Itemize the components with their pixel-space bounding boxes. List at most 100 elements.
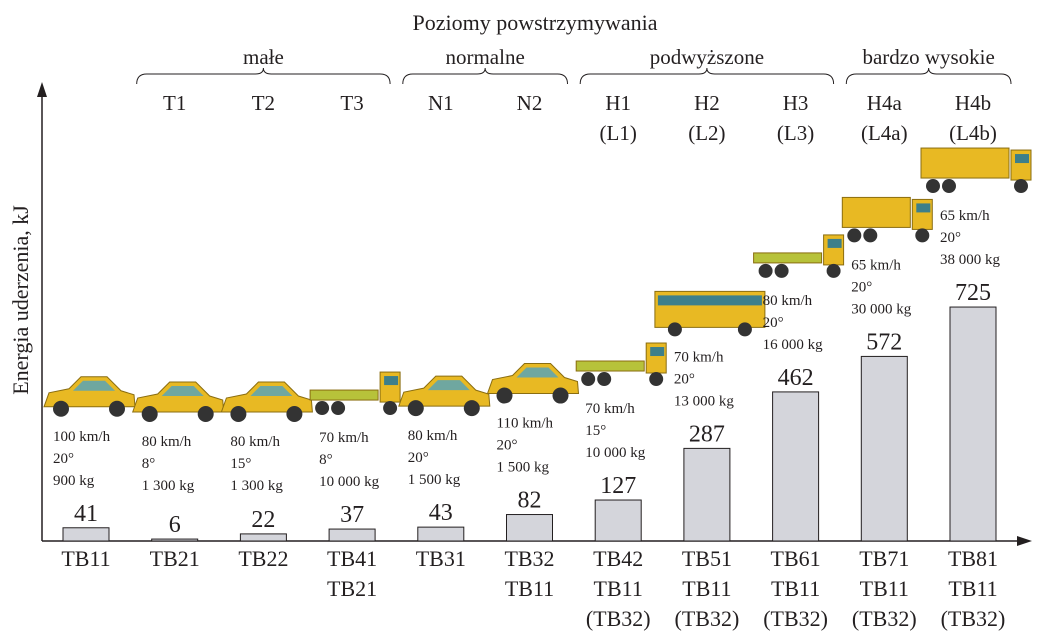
condition-label: 1 500 kg — [408, 472, 461, 488]
x-tick-label: TB11 — [505, 576, 554, 601]
condition-label: 80 km/h — [763, 293, 813, 309]
class-label: (L3) — [777, 121, 814, 145]
value-label: 37 — [340, 502, 364, 528]
condition-label: 20° — [53, 451, 74, 467]
bar — [684, 448, 730, 541]
x-tick-label: TB11 — [682, 576, 731, 601]
class-label: H2 — [694, 91, 720, 115]
condition-label: 13 000 kg — [674, 393, 735, 409]
value-label: 41 — [74, 501, 98, 527]
vehicle-illustration — [754, 235, 844, 278]
vehicle-wheel — [497, 388, 513, 404]
vehicle-window — [658, 295, 762, 305]
x-tick-label: (TB32) — [586, 606, 651, 631]
vehicle-illustration — [921, 148, 1031, 193]
vehicle-wheel — [847, 228, 861, 242]
value-label: 43 — [429, 500, 453, 526]
vehicle-wheel — [383, 401, 397, 415]
condition-label: 15° — [230, 456, 251, 472]
x-tick-label: TB11 — [860, 576, 909, 601]
condition-label: 10 000 kg — [585, 445, 646, 461]
condition-label: 100 km/h — [53, 429, 111, 445]
condition-label: 70 km/h — [674, 349, 724, 365]
condition-label: 10 000 kg — [319, 474, 380, 490]
condition-label: 20° — [674, 371, 695, 387]
level-label: podwyższone — [650, 45, 764, 69]
x-tick-label: TB61 — [771, 546, 821, 571]
vehicle-wheel — [915, 228, 929, 242]
x-tick-label: (TB32) — [941, 606, 1006, 631]
vehicle-wheel — [926, 179, 940, 193]
condition-label: 1 300 kg — [142, 478, 195, 494]
value-label: 725 — [955, 280, 991, 306]
vehicle-wheel — [668, 322, 682, 336]
class-label: T3 — [340, 91, 363, 115]
class-label: H4b — [955, 91, 991, 115]
condition-label: 80 km/h — [408, 428, 458, 444]
y-axis-label: Energia uderzenia, kJ — [8, 205, 33, 395]
y-axis-arrow — [37, 82, 47, 97]
x-tick-label: TB22 — [238, 546, 288, 571]
value-label: 22 — [251, 507, 275, 533]
bar — [240, 534, 286, 541]
condition-label: 8° — [142, 456, 156, 472]
class-label: N2 — [517, 91, 543, 115]
x-tick-label: TB81 — [948, 546, 998, 571]
class-label: T1 — [163, 91, 186, 115]
class-label: H3 — [783, 91, 809, 115]
vehicle-wheel — [649, 372, 663, 386]
x-tick-label: TB71 — [859, 546, 909, 571]
vehicle-wheel — [597, 372, 611, 386]
vehicle-illustration — [399, 376, 490, 416]
condition-label: 110 km/h — [497, 416, 554, 432]
class-label: (L2) — [688, 121, 725, 145]
vehicle-wheel — [775, 264, 789, 278]
class-label: (L4a) — [861, 121, 908, 145]
vehicle-illustration — [488, 364, 579, 404]
vehicle-load — [842, 197, 910, 227]
condition-label: 20° — [851, 279, 872, 295]
condition-label: 20° — [763, 315, 784, 331]
x-tick-label: (TB32) — [763, 606, 828, 631]
vehicle-wheel — [109, 401, 125, 417]
bar — [63, 528, 109, 541]
bar — [418, 527, 464, 541]
vehicle-wheel — [581, 372, 595, 386]
vehicle-window — [1015, 154, 1029, 163]
vehicle-wheel — [230, 406, 246, 422]
bar — [773, 392, 819, 541]
x-tick-label: TB51 — [682, 546, 732, 571]
class-label: H1 — [605, 91, 631, 115]
x-tick-label: TB21 — [327, 576, 377, 601]
condition-label: 70 km/h — [319, 430, 369, 446]
condition-label: 8° — [319, 452, 333, 468]
vehicle-wheel — [827, 264, 841, 278]
condition-label: 65 km/h — [940, 208, 990, 224]
value-label: 6 — [169, 512, 181, 538]
vehicle-wheel — [315, 401, 329, 415]
vehicle-wheel — [759, 264, 773, 278]
condition-label: 1 300 kg — [230, 478, 283, 494]
bar — [329, 529, 375, 541]
value-label: 462 — [778, 365, 814, 391]
vehicle-wheel — [53, 401, 69, 417]
vehicle-window — [916, 203, 930, 212]
vehicle-illustration — [576, 343, 666, 386]
class-label: (L4b) — [949, 121, 997, 145]
value-label: 287 — [689, 421, 725, 447]
vehicle-load — [921, 148, 1009, 178]
x-tick-label: (TB32) — [852, 606, 917, 631]
x-tick-label: TB41 — [327, 546, 377, 571]
vehicle-illustration — [842, 197, 932, 242]
class-label: T2 — [252, 91, 275, 115]
vehicle-wheel — [1014, 179, 1028, 193]
level-brace — [137, 68, 390, 84]
class-label: H4a — [867, 91, 903, 115]
value-label: 82 — [518, 488, 542, 514]
x-tick-label: TB31 — [416, 546, 466, 571]
class-label: N1 — [428, 91, 454, 115]
vehicle-wheel — [331, 401, 345, 415]
chart-title: Poziomy powstrzymywania — [412, 10, 657, 35]
vehicle-wheel — [198, 406, 214, 422]
vehicle-window — [384, 376, 398, 385]
